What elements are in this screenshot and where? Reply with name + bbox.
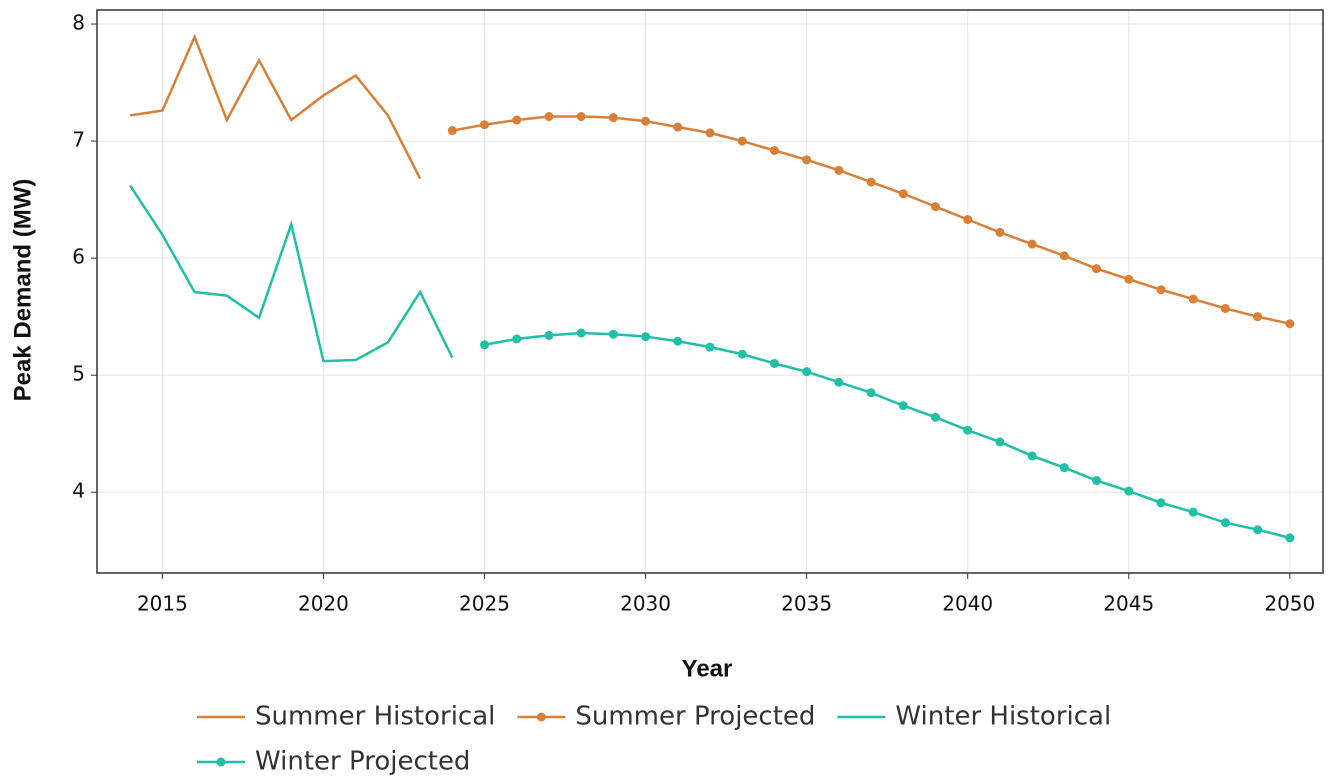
data-point: [641, 332, 651, 342]
x-tick-label: 2020: [298, 592, 349, 616]
legend-item: Summer Projected: [517, 702, 815, 732]
legend-marker: [536, 712, 546, 722]
data-point: [1092, 476, 1102, 486]
data-point: [866, 388, 876, 398]
data-point: [1059, 463, 1069, 473]
y-axis-label: Peak Demand (MW): [9, 179, 36, 402]
data-point: [673, 336, 683, 346]
series-line: [129, 33, 422, 180]
data-point: [963, 425, 973, 435]
data-point: [930, 202, 940, 212]
x-tick-label: 2030: [620, 592, 671, 616]
data-point: [1253, 525, 1263, 535]
y-tick-label: 7: [72, 128, 85, 152]
data-point: [512, 115, 522, 125]
data-point: [802, 155, 812, 165]
data-point: [1156, 498, 1166, 508]
legend-label: Summer Historical: [255, 702, 495, 732]
data-point: [802, 367, 812, 377]
data-point: [898, 189, 908, 199]
y-tick-label: 5: [72, 362, 85, 386]
data-point: [1188, 294, 1198, 304]
data-point: [866, 177, 876, 187]
data-point: [1027, 451, 1037, 461]
data-point: [1285, 533, 1295, 543]
legend-label: Winter Projected: [255, 747, 470, 777]
x-axis-label: Year: [682, 655, 733, 682]
data-point: [737, 349, 747, 359]
data-point: [737, 136, 747, 146]
data-point: [673, 122, 683, 132]
y-tick-label: 6: [72, 245, 85, 269]
legend-label: Summer Projected: [575, 702, 815, 732]
plot-frame: [96, 9, 1324, 574]
data-point: [898, 401, 908, 411]
data-point: [963, 215, 973, 225]
data-point: [641, 116, 651, 126]
legend-marker: [216, 757, 226, 767]
x-tick-label: 2035: [781, 592, 832, 616]
data-point: [769, 145, 779, 155]
data-point: [1027, 239, 1037, 249]
data-point: [834, 377, 844, 387]
data-point: [1220, 518, 1230, 528]
data-point: [447, 126, 457, 136]
data-point: [1092, 264, 1102, 274]
legend-label: Winter Historical: [895, 702, 1111, 732]
data-point: [480, 120, 490, 130]
data-point: [1059, 251, 1069, 261]
x-tick-label: 2040: [942, 592, 993, 616]
data-point: [512, 334, 522, 344]
data-point: [995, 437, 1005, 447]
x-tick-label: 2015: [137, 592, 188, 616]
x-tick-label: 2050: [1264, 592, 1315, 616]
data-point: [705, 342, 715, 352]
y-tick-label: 4: [72, 479, 85, 503]
series-line: [129, 184, 454, 363]
series-line: [484, 331, 1291, 540]
data-point: [769, 358, 779, 368]
data-point: [834, 165, 844, 175]
x-tick-label: 2025: [459, 592, 510, 616]
data-point: [480, 340, 490, 350]
y-tick-label: 8: [72, 11, 85, 35]
data-point: [1285, 319, 1295, 329]
legend-item: Winter Historical: [837, 702, 1111, 732]
data-point: [544, 330, 554, 340]
legend-item: Summer Historical: [197, 702, 495, 732]
data-point: [576, 112, 586, 122]
data-point: [576, 328, 586, 338]
data-point: [1124, 274, 1134, 284]
data-point: [608, 329, 618, 339]
data-point: [1253, 312, 1263, 322]
data-point: [995, 227, 1005, 237]
data-point: [705, 128, 715, 138]
data-point: [930, 412, 940, 422]
legend-item: Winter Projected: [197, 747, 470, 777]
x-tick-label: 2045: [1103, 592, 1154, 616]
data-point: [1124, 486, 1134, 496]
data-point: [1220, 303, 1230, 313]
data-point: [1188, 507, 1198, 517]
data-point: [544, 112, 554, 122]
data-point: [1156, 285, 1166, 295]
data-point: [608, 113, 618, 123]
